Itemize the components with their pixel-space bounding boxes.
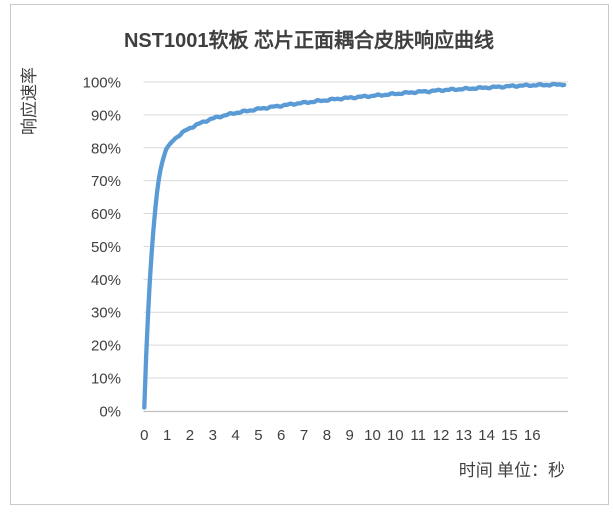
- x-tick-label: 14: [478, 427, 495, 444]
- y-tick-label: 50%: [91, 239, 121, 256]
- x-tick-label: 15: [501, 427, 518, 444]
- x-tick-label: 12: [433, 427, 450, 444]
- x-tick-label: 5: [254, 427, 262, 444]
- x-tick-label: 16: [524, 427, 541, 444]
- y-axis-title: 响应速率: [20, 67, 39, 135]
- x-tick-label: 11: [410, 427, 426, 444]
- y-tick-label: 0%: [99, 403, 121, 420]
- y-tick-label: 40%: [91, 272, 121, 289]
- x-tick-label: 4: [231, 427, 239, 444]
- x-tick-label: 6: [277, 427, 285, 444]
- y-tick-label: 80%: [91, 140, 121, 157]
- x-tick-label: 7: [300, 427, 308, 444]
- x-axis-tick-labels: 0 1 2 3 4 5 6 7 8 9 10 10 11 12 13 14 15 16: [140, 427, 540, 444]
- x-tick-label: 2: [186, 427, 194, 444]
- gridlines: [143, 81, 568, 379]
- x-axis-title: 时间 单位：秒: [459, 461, 565, 480]
- y-axis-tick-labels: 0% 10% 20% 30% 40% 50% 60% 70% 80% 90% 100%: [83, 75, 121, 421]
- x-tick-label: 9: [346, 427, 354, 444]
- y-tick-label: 70%: [91, 173, 121, 190]
- y-tick-label: 30%: [91, 305, 121, 322]
- x-tick-label: 1: [163, 427, 171, 444]
- y-tick-label: 100%: [83, 75, 121, 92]
- chart-title: NST1001软板 芯片正面耦合皮肤响应曲线: [124, 28, 494, 52]
- x-tick-label: 10: [387, 427, 404, 444]
- x-tick-label: 0: [140, 427, 148, 444]
- x-tick-label: 3: [209, 427, 217, 444]
- y-tick-label: 10%: [91, 371, 121, 388]
- x-tick-label: 13: [455, 427, 472, 444]
- y-tick-label: 90%: [91, 107, 121, 124]
- y-tick-label: 60%: [91, 206, 121, 223]
- x-tick-label: 8: [323, 427, 331, 444]
- x-tick-label: 10: [364, 427, 381, 444]
- response-curve: [142, 81, 567, 410]
- y-tick-label: 20%: [91, 338, 121, 355]
